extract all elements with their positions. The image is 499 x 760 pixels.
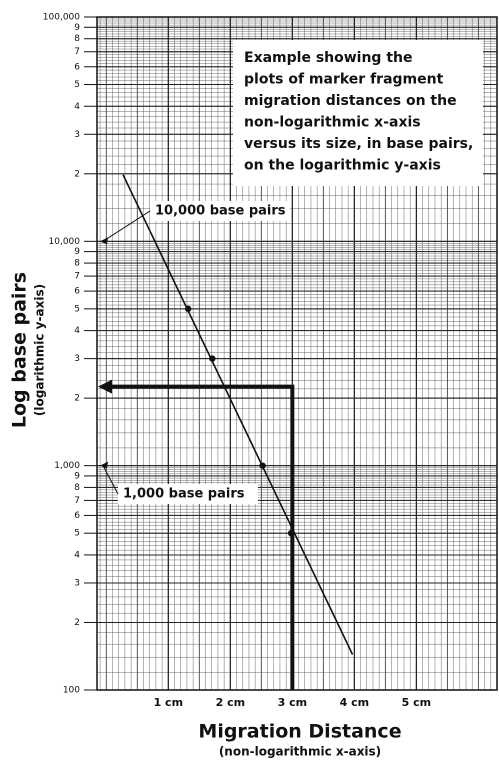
note-line: migration distances on the	[244, 93, 457, 109]
x-tick-bg	[212, 694, 249, 710]
callout-box	[118, 484, 258, 504]
note-line: on the logarithmic y-axis	[244, 158, 441, 174]
note-line: Example showing the	[244, 50, 413, 66]
y-tick-label: 3	[74, 130, 80, 140]
y-tick-label: 2	[74, 169, 80, 179]
y-tick-label: 2	[74, 618, 80, 628]
y-tick-label: 6	[74, 511, 80, 521]
marker-point	[287, 529, 295, 537]
x-tick-bg	[336, 694, 373, 710]
callout-arrow	[102, 210, 151, 242]
note-line: versus its size, in base pairs,	[244, 136, 473, 152]
note-line: non-logarithmic x-axis	[244, 115, 421, 131]
y-tick-label: 8	[74, 34, 80, 44]
x-tick-label: 3 cm	[278, 696, 307, 709]
callout-box	[150, 201, 290, 221]
callout-arrow	[102, 465, 119, 495]
y-axis-subtitle: (logarithmic y-axis)	[33, 284, 47, 416]
y-tick-label: 7	[74, 496, 80, 506]
y-tick-label: 7	[74, 47, 80, 57]
x-tick-label: 5 cm	[402, 696, 431, 709]
y-tick-label: 4	[74, 550, 80, 560]
y-tick-label: 4	[74, 102, 80, 112]
y-tick-label: 9	[74, 23, 80, 33]
y-tick-label: 3	[74, 578, 80, 588]
x-axis-title: Migration Distance	[198, 721, 401, 743]
x-tick-label: 1 cm	[154, 696, 183, 709]
y-tick-label: 100	[63, 686, 80, 696]
marker-point	[209, 355, 216, 362]
y-tick-label: 6	[74, 62, 80, 72]
x-tick-label: 2 cm	[216, 696, 245, 709]
note-line: plots of marker fragment	[244, 72, 444, 88]
x-tick-bg	[150, 694, 187, 710]
note-box	[233, 40, 483, 186]
callout-label: 1,000 base pairs	[123, 487, 245, 502]
x-tick-bg	[274, 694, 311, 710]
y-tick-label: 3	[74, 354, 80, 364]
callout-arrowhead	[100, 237, 108, 245]
callout-label: 10,000 base pairs	[155, 204, 286, 219]
y-tick-label: 5	[74, 529, 80, 539]
y-tick-label: 4	[74, 326, 80, 336]
y-tick-label: 7	[74, 272, 80, 282]
y-tick-label: 9	[74, 247, 80, 257]
y-tick-label: 6	[74, 287, 80, 297]
y-tick-label: 8	[74, 259, 80, 269]
y-tick-label: 10,000	[49, 237, 81, 247]
x-tick-label: 4 cm	[340, 696, 369, 709]
y-tick-label: 5	[74, 80, 80, 90]
y-tick-label: 5	[74, 304, 80, 314]
plot-frame	[96, 16, 498, 691]
y-tick-label: 8	[74, 483, 80, 493]
y-axis-title: Log base pairs	[9, 272, 31, 428]
y-tick-label: 2	[74, 394, 80, 404]
fit-line	[122, 174, 354, 655]
y-tick-label: 1,000	[54, 461, 80, 471]
x-axis-subtitle: (non-logarithmic x-axis)	[219, 745, 381, 759]
y-tick-label: 9	[74, 471, 80, 481]
callout-arrowhead	[100, 461, 108, 469]
readout-line	[109, 384, 295, 690]
marker-point	[259, 462, 266, 469]
readout-arrowhead	[98, 379, 112, 394]
marker-point	[184, 305, 192, 313]
x-tick-bg	[398, 694, 435, 710]
y-tick-label: 100,000	[43, 13, 80, 23]
